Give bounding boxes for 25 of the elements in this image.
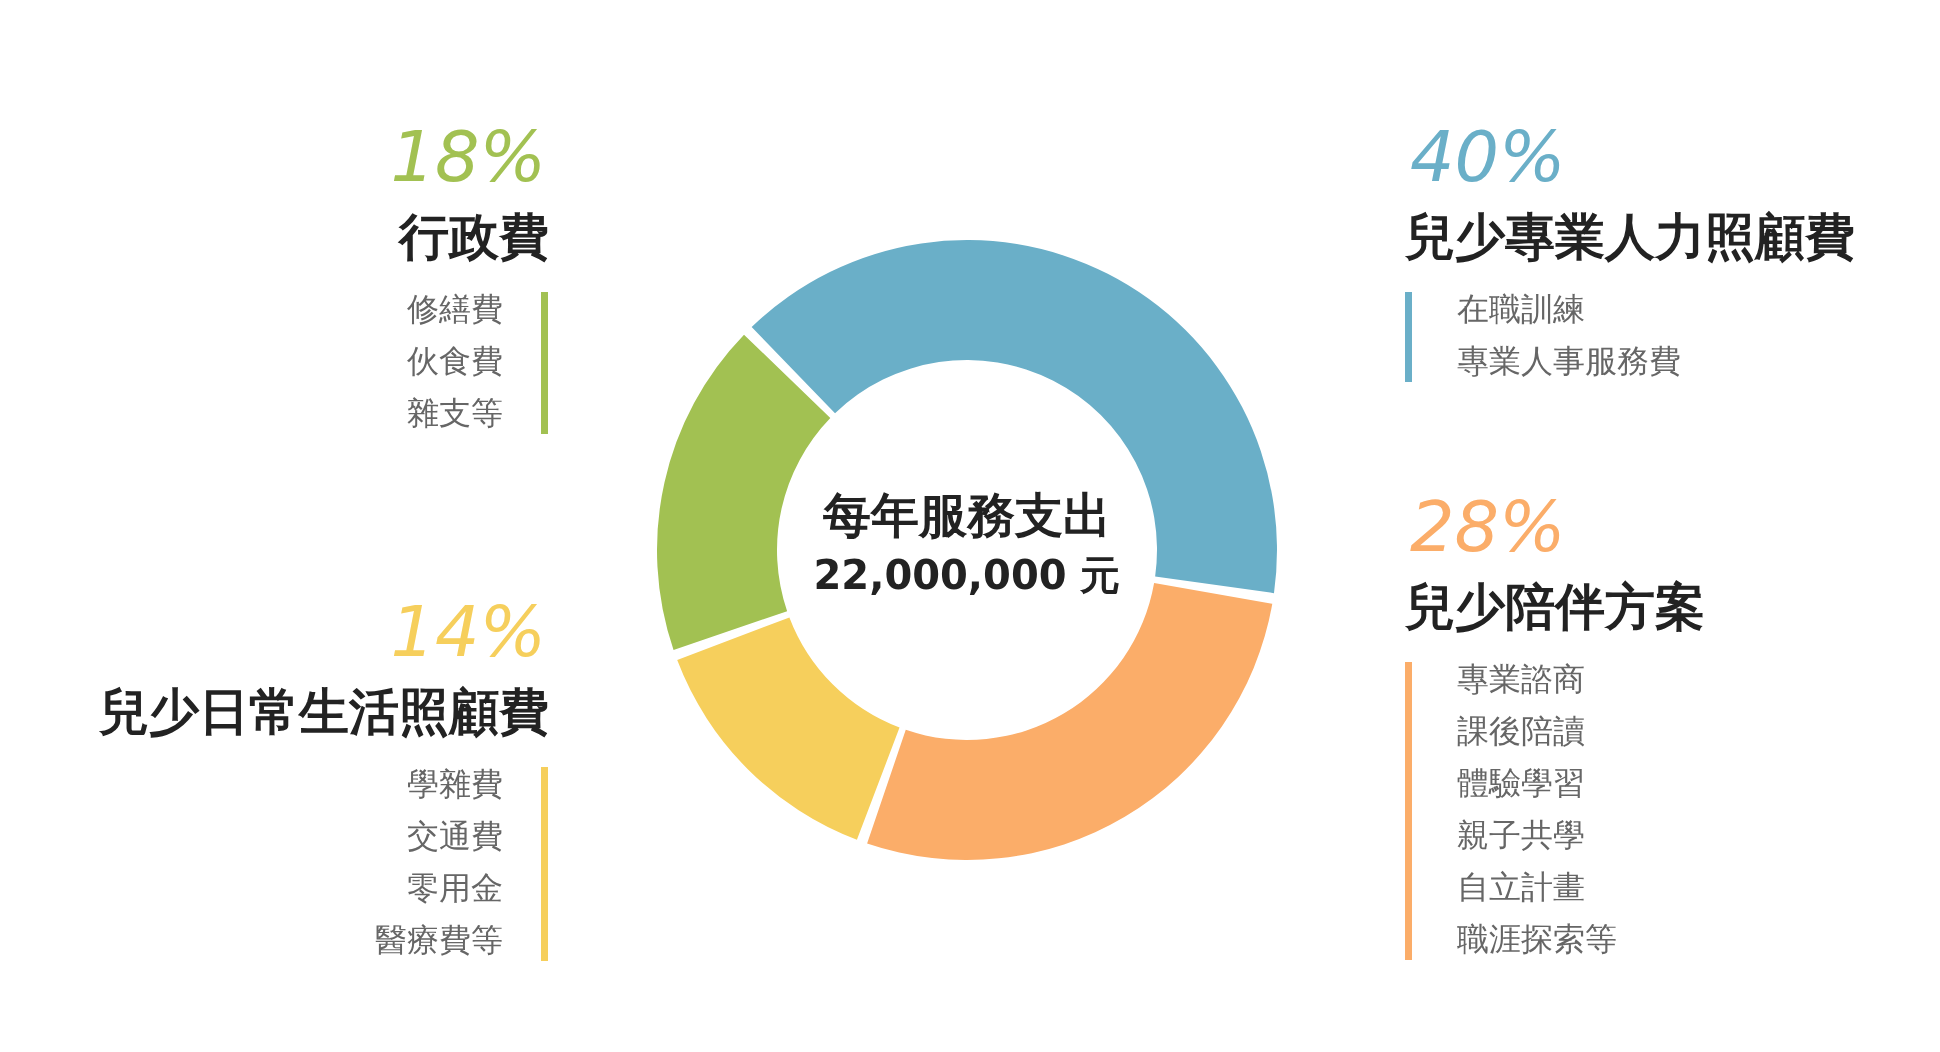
data-label: 18% [390, 116, 546, 198]
slice-label: 兒少日常生活照顧費 [98, 683, 549, 741]
text: 親子共學 [1457, 816, 1585, 854]
slice-label: 兒少陪伴方案 [1404, 578, 1705, 636]
text: 職涯探索等 [1457, 920, 1617, 958]
text: 交通費 [407, 817, 503, 855]
data-label: 14% [390, 591, 546, 673]
text: 課後陪讀 [1457, 712, 1585, 750]
text: 專業人事服務費 [1457, 342, 1681, 380]
slice-label: 行政費 [397, 208, 549, 266]
text: 修繕費 [407, 290, 503, 328]
text: 每年服務支出 [822, 487, 1111, 543]
data-label: 40% [1410, 116, 1566, 198]
slice-label: 兒少專業人力照顧費 [1404, 208, 1855, 266]
text: 雜支等 [407, 394, 503, 432]
text: 22,000,000 元 [813, 552, 1121, 598]
text: 伙食費 [407, 342, 503, 380]
text: 在職訓練 [1457, 290, 1585, 328]
text: 零用金 [407, 869, 503, 907]
text: 學雜費 [407, 765, 503, 803]
text: 體驗學習 [1457, 764, 1585, 802]
text: 自立計畫 [1457, 868, 1585, 906]
data-label: 28% [1410, 486, 1566, 568]
text: 專業諮商 [1457, 660, 1585, 698]
text: 醫療費等 [375, 921, 503, 959]
